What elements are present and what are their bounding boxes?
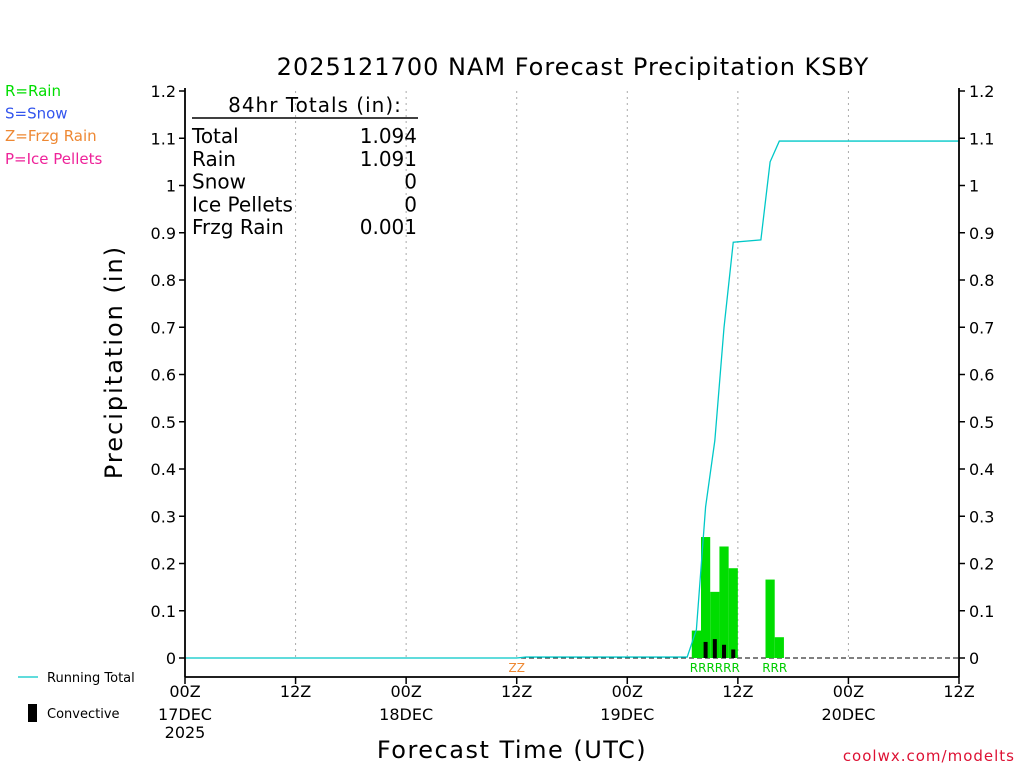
x-tick-date: 18DEC	[379, 705, 433, 724]
rain-bar	[691, 630, 701, 658]
precip-type-legend-item: Z=Frzg Rain	[5, 127, 97, 145]
totals-value: 1.091	[360, 147, 417, 171]
precip-type-legend-item: S=Snow	[5, 105, 68, 123]
totals-label: Total	[191, 124, 239, 148]
y-tick-label-left: 1.2	[151, 82, 176, 101]
axis-ticks: 0 00.1 0.10.2 0.20.3 0.30.4 0.40.5 0.50.6 0.60.…	[151, 82, 995, 742]
y-tick-label-left: 0.1	[151, 602, 176, 621]
y-tick-label-left: 0.6	[151, 366, 176, 385]
precip-type-legend: R=Rain S=Snow Z=Frzg Rain P=Ice Pellets	[5, 82, 102, 168]
y-tick-label-left: 0.4	[151, 460, 176, 479]
y-tick-label-left: 1.1	[151, 129, 176, 148]
series-legend: Running Total Convective	[18, 671, 135, 722]
y-tick-label-left: 0	[166, 649, 176, 668]
running-total-line	[185, 140, 959, 659]
y-tick-label-right: 0.7	[969, 318, 994, 337]
y-tick-label-right: 0.1	[969, 602, 994, 621]
precip-type-legend-item: R=Rain	[5, 82, 61, 100]
x-tick-date: 19DEC	[600, 705, 654, 724]
totals-value: 0	[404, 170, 417, 194]
convective-bars	[703, 639, 736, 658]
y-tick-label-right: 0.5	[969, 413, 994, 432]
rain-bars	[691, 537, 784, 658]
totals-box: 84hr Totals (in): Total 1.094 Rain 1.091 Sno…	[191, 93, 418, 239]
precip-type-marker: RRRRRR	[690, 661, 740, 675]
rain-bar	[765, 579, 775, 658]
y-tick-label-right: 0.3	[969, 507, 994, 526]
convective-bar	[712, 639, 717, 658]
x-tick-label: 00Z	[169, 682, 200, 701]
y-tick-label-right: 0.8	[969, 271, 994, 290]
y-tick-label-left: 0.8	[151, 271, 176, 290]
rain-bar	[774, 637, 784, 658]
totals-value: 0.001	[360, 215, 417, 239]
rain-bar	[719, 546, 729, 658]
y-tick-label-right: 0.9	[969, 224, 994, 243]
x-tick-label: 00Z	[612, 682, 643, 701]
y-tick-label-right: 1.1	[969, 129, 994, 148]
credit-text: coolwx.com/modelts	[843, 747, 1015, 765]
x-tick-label: 12Z	[722, 682, 753, 701]
x-tick-label: 12Z	[943, 682, 974, 701]
x-tick-label: 12Z	[501, 682, 532, 701]
grid-lines	[185, 91, 959, 659]
running-total-legend-label: Running Total	[47, 671, 135, 686]
x-tick-label: 00Z	[833, 682, 864, 701]
chart-title: 2025121700 NAM Forecast Precipitation KS…	[277, 53, 870, 81]
y-axis-label: Precipitation (in)	[100, 245, 128, 479]
x-tick-label: 00Z	[390, 682, 421, 701]
y-tick-label-left: 0.7	[151, 318, 176, 337]
totals-header: 84hr Totals (in):	[228, 93, 402, 117]
y-tick-label-right: 1.2	[969, 82, 994, 101]
y-tick-label-left: 1	[166, 177, 176, 196]
convective-legend-label: Convective	[47, 707, 120, 722]
y-tick-label-right: 0.2	[969, 555, 994, 574]
rain-bar	[701, 537, 711, 658]
x-tick-date: 20DEC	[821, 705, 875, 724]
totals-label: Snow	[192, 170, 246, 194]
totals-label: Frzg Rain	[192, 215, 284, 239]
y-tick-label-right: 0.6	[969, 366, 994, 385]
rain-bar	[728, 568, 738, 658]
totals-label: Ice Pellets	[192, 192, 293, 216]
totals-label: Rain	[192, 147, 236, 171]
totals-value: 0	[404, 192, 417, 216]
totals-value: 1.094	[360, 124, 417, 148]
x-axis-label: Forecast Time (UTC)	[377, 736, 647, 764]
y-tick-label-right: 1	[969, 177, 979, 196]
plot-axes	[184, 88, 960, 678]
y-tick-label-left: 0.2	[151, 555, 176, 574]
precip-type-marker: ZZ	[508, 661, 524, 675]
x-tick-year: 2025	[165, 723, 206, 742]
x-tick-date: 17DEC	[158, 705, 212, 724]
precip-type-legend-item: P=Ice Pellets	[5, 150, 102, 168]
y-tick-label-right: 0.4	[969, 460, 994, 479]
convective-bar	[731, 649, 736, 658]
convective-bar	[703, 641, 708, 658]
precip-type-marker: RRR	[762, 661, 787, 675]
running-total-polyline	[185, 140, 959, 659]
y-tick-label-left: 0.5	[151, 413, 176, 432]
x-tick-label: 12Z	[280, 682, 311, 701]
y-tick-label-right: 0	[969, 649, 979, 668]
rain-bar	[710, 591, 720, 658]
convective-legend-swatch	[28, 704, 37, 722]
y-tick-label-left: 0.3	[151, 507, 176, 526]
convective-bar	[722, 644, 727, 658]
precip-type-markers: ZZ RRRRRR RRR	[508, 661, 787, 675]
y-tick-label-left: 0.9	[151, 224, 176, 243]
